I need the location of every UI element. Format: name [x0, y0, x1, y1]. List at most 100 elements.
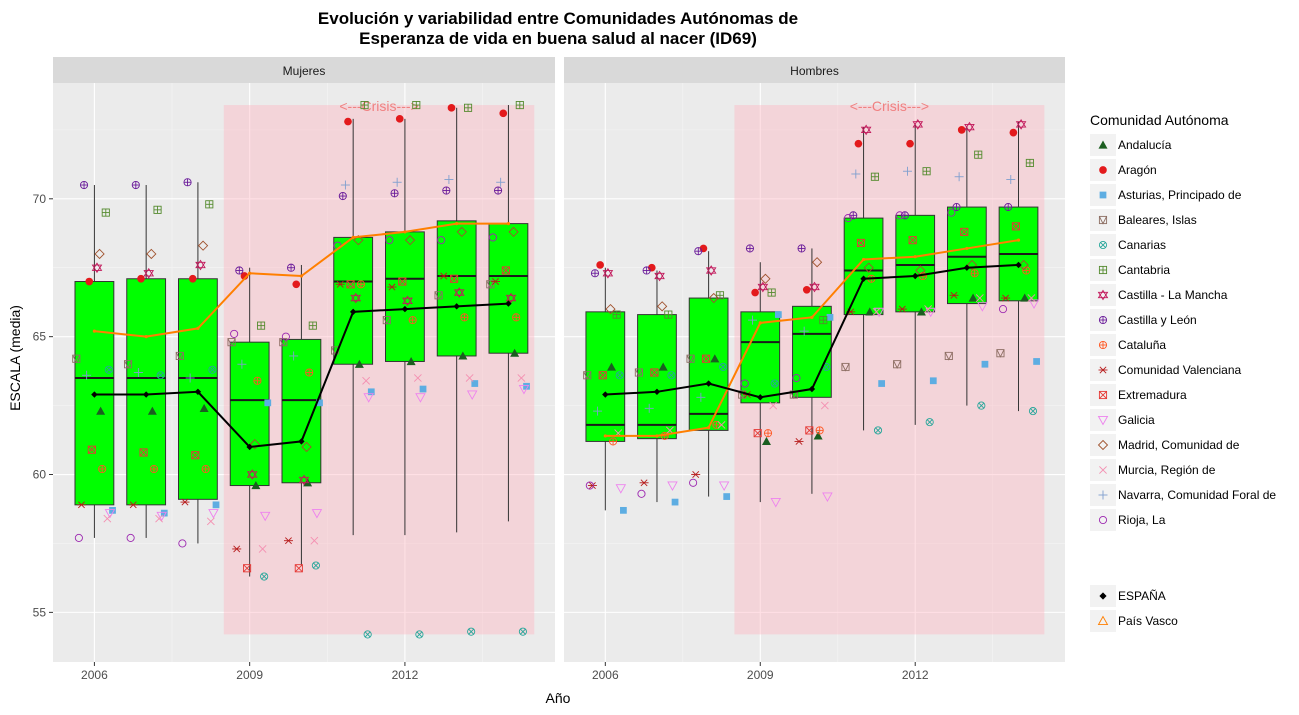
x-tick-label-mujeres-2009: 2009	[236, 668, 263, 682]
legend-symbol	[1098, 340, 1108, 350]
point-mujeres-5-2014	[515, 101, 524, 110]
espana-point-hombres-2012	[912, 272, 919, 280]
point-hombres-7-2007	[642, 266, 651, 275]
point-hombres-11-2006	[615, 484, 627, 494]
point-hombres-7-2011	[849, 211, 858, 220]
point-hombres-12-2011	[863, 262, 874, 273]
chart-title: Evolución y variabilidad entre Comunidad…	[318, 9, 798, 48]
box-mujeres-2009	[229, 267, 270, 577]
legend-extra-item-0: ESPAÑA	[1090, 585, 1166, 607]
point-hombres-3-2008	[686, 354, 695, 364]
point-hombres-8-2009	[763, 429, 773, 438]
chart-title-line-2: Esperanza de vida en buena salud al nace…	[359, 29, 757, 48]
espana-point-mujeres-2010	[298, 438, 305, 445]
point-hombres-7-2009	[745, 244, 754, 253]
legend-label: Extremadura	[1118, 388, 1187, 402]
pais-vasco-point-hombres-2009	[758, 321, 762, 325]
point-mujeres-4-2014	[518, 627, 527, 636]
legend-item-1: Aragón	[1090, 159, 1157, 181]
legend-symbol	[1098, 515, 1108, 525]
point-hombres-8-2014	[1022, 266, 1031, 275]
pais-vasco-point-hombres-2007	[655, 434, 659, 438]
point-mujeres-10-2008	[191, 451, 200, 460]
point-mujeres-9-2007	[128, 501, 138, 509]
point-mujeres-4-2013	[467, 627, 476, 636]
legend-symbol	[1097, 439, 1109, 451]
point-hombres-0-2012	[916, 307, 926, 316]
point-mujeres-4-2010	[311, 561, 320, 570]
point-hombres-2-2013	[981, 360, 989, 368]
point-mujeres-7-2013	[442, 186, 451, 195]
espana-point-mujeres-2006	[91, 391, 98, 398]
point-mujeres-8-2014	[512, 313, 521, 322]
point-mujeres-4-2008	[208, 365, 217, 374]
point-mujeres-10-2013	[450, 274, 459, 283]
box-body	[946, 206, 987, 305]
point-mujeres-6-2014	[505, 292, 517, 304]
point-hombres-9-2012	[897, 305, 907, 313]
point-mujeres-14-2013	[444, 175, 454, 184]
point-hombres-7-2010	[797, 244, 806, 253]
point-mujeres-11-2014	[518, 384, 530, 395]
espana-point-hombres-2013	[963, 264, 971, 271]
point-mujeres-4-2012	[415, 630, 424, 639]
pais-vasco-point-mujeres-2011	[351, 235, 355, 239]
point-hombres-1-2011	[854, 139, 863, 148]
legend-symbol	[1098, 490, 1108, 500]
crisis-band-mujeres	[223, 105, 535, 635]
point-mujeres-12-2006	[94, 248, 105, 260]
point-mujeres-14-2009	[237, 359, 247, 369]
point-mujeres-8-2006	[98, 464, 107, 474]
point-hombres-8-2013	[970, 269, 979, 278]
point-mujeres-0-2007	[147, 406, 157, 415]
pais-vasco-point-mujeres-2008	[196, 326, 200, 330]
point-mujeres-2-2013	[471, 380, 479, 387]
box-hombres-2013	[946, 127, 987, 406]
point-hombres-6-2009	[757, 281, 769, 293]
point-mujeres-5-2008	[205, 200, 214, 209]
point-mujeres-10-2006	[87, 445, 96, 454]
legend-label: Baleares, Islas	[1118, 213, 1197, 227]
point-hombres-13-2011	[872, 307, 881, 316]
strip-hombres	[564, 57, 1065, 83]
point-hombres-10-2012	[908, 236, 917, 245]
point-mujeres-7-2014	[494, 186, 503, 195]
point-mujeres-8-2010	[305, 368, 314, 377]
point-hombres-11-2014	[1028, 299, 1040, 309]
point-mujeres-11-2006	[104, 509, 116, 519]
point-hombres-13-2010	[820, 401, 829, 410]
point-mujeres-5-2009	[256, 321, 266, 330]
point-hombres-4-2013	[977, 401, 986, 410]
legend-item-12: Madrid, Comunidad de	[1090, 434, 1240, 456]
point-mujeres-5-2012	[412, 101, 421, 110]
point-mujeres-14-2007	[133, 368, 143, 377]
point-hombres-6-2013	[964, 121, 975, 133]
legend-symbol	[1099, 191, 1107, 199]
point-mujeres-11-2012	[415, 393, 426, 403]
point-mujeres-7-2012	[390, 189, 399, 198]
legend-symbol	[1098, 366, 1108, 374]
point-mujeres-10-2007	[139, 448, 148, 457]
point-hombres-15-2008	[689, 478, 698, 487]
x-axis-label: Año	[546, 690, 571, 706]
point-mujeres-13-2012	[413, 374, 422, 382]
point-hombres-6-2012	[912, 119, 924, 130]
point-hombres-8-2008	[712, 420, 721, 429]
legend-label: País Vasco	[1118, 614, 1178, 628]
legend-item-13: Murcia, Región de	[1090, 459, 1216, 481]
point-mujeres-11-2008	[208, 509, 219, 519]
legend-label: Rioja, La	[1118, 513, 1166, 527]
point-hombres-2-2008	[723, 493, 731, 500]
point-mujeres-4-2009	[260, 572, 269, 581]
point-mujeres-7-2007	[131, 180, 140, 190]
point-mujeres-1-2008	[188, 274, 197, 283]
box-mujeres-2013	[436, 107, 477, 533]
box-body	[385, 231, 425, 362]
point-hombres-15-2012	[895, 211, 904, 220]
point-mujeres-3-2006	[72, 354, 81, 364]
point-hombres-12-2014	[1018, 259, 1029, 271]
point-hombres-5-2013	[974, 150, 983, 159]
point-mujeres-1-2010	[292, 280, 301, 289]
point-hombres-10-2014	[1011, 222, 1020, 231]
point-mujeres-3-2007	[123, 360, 133, 369]
